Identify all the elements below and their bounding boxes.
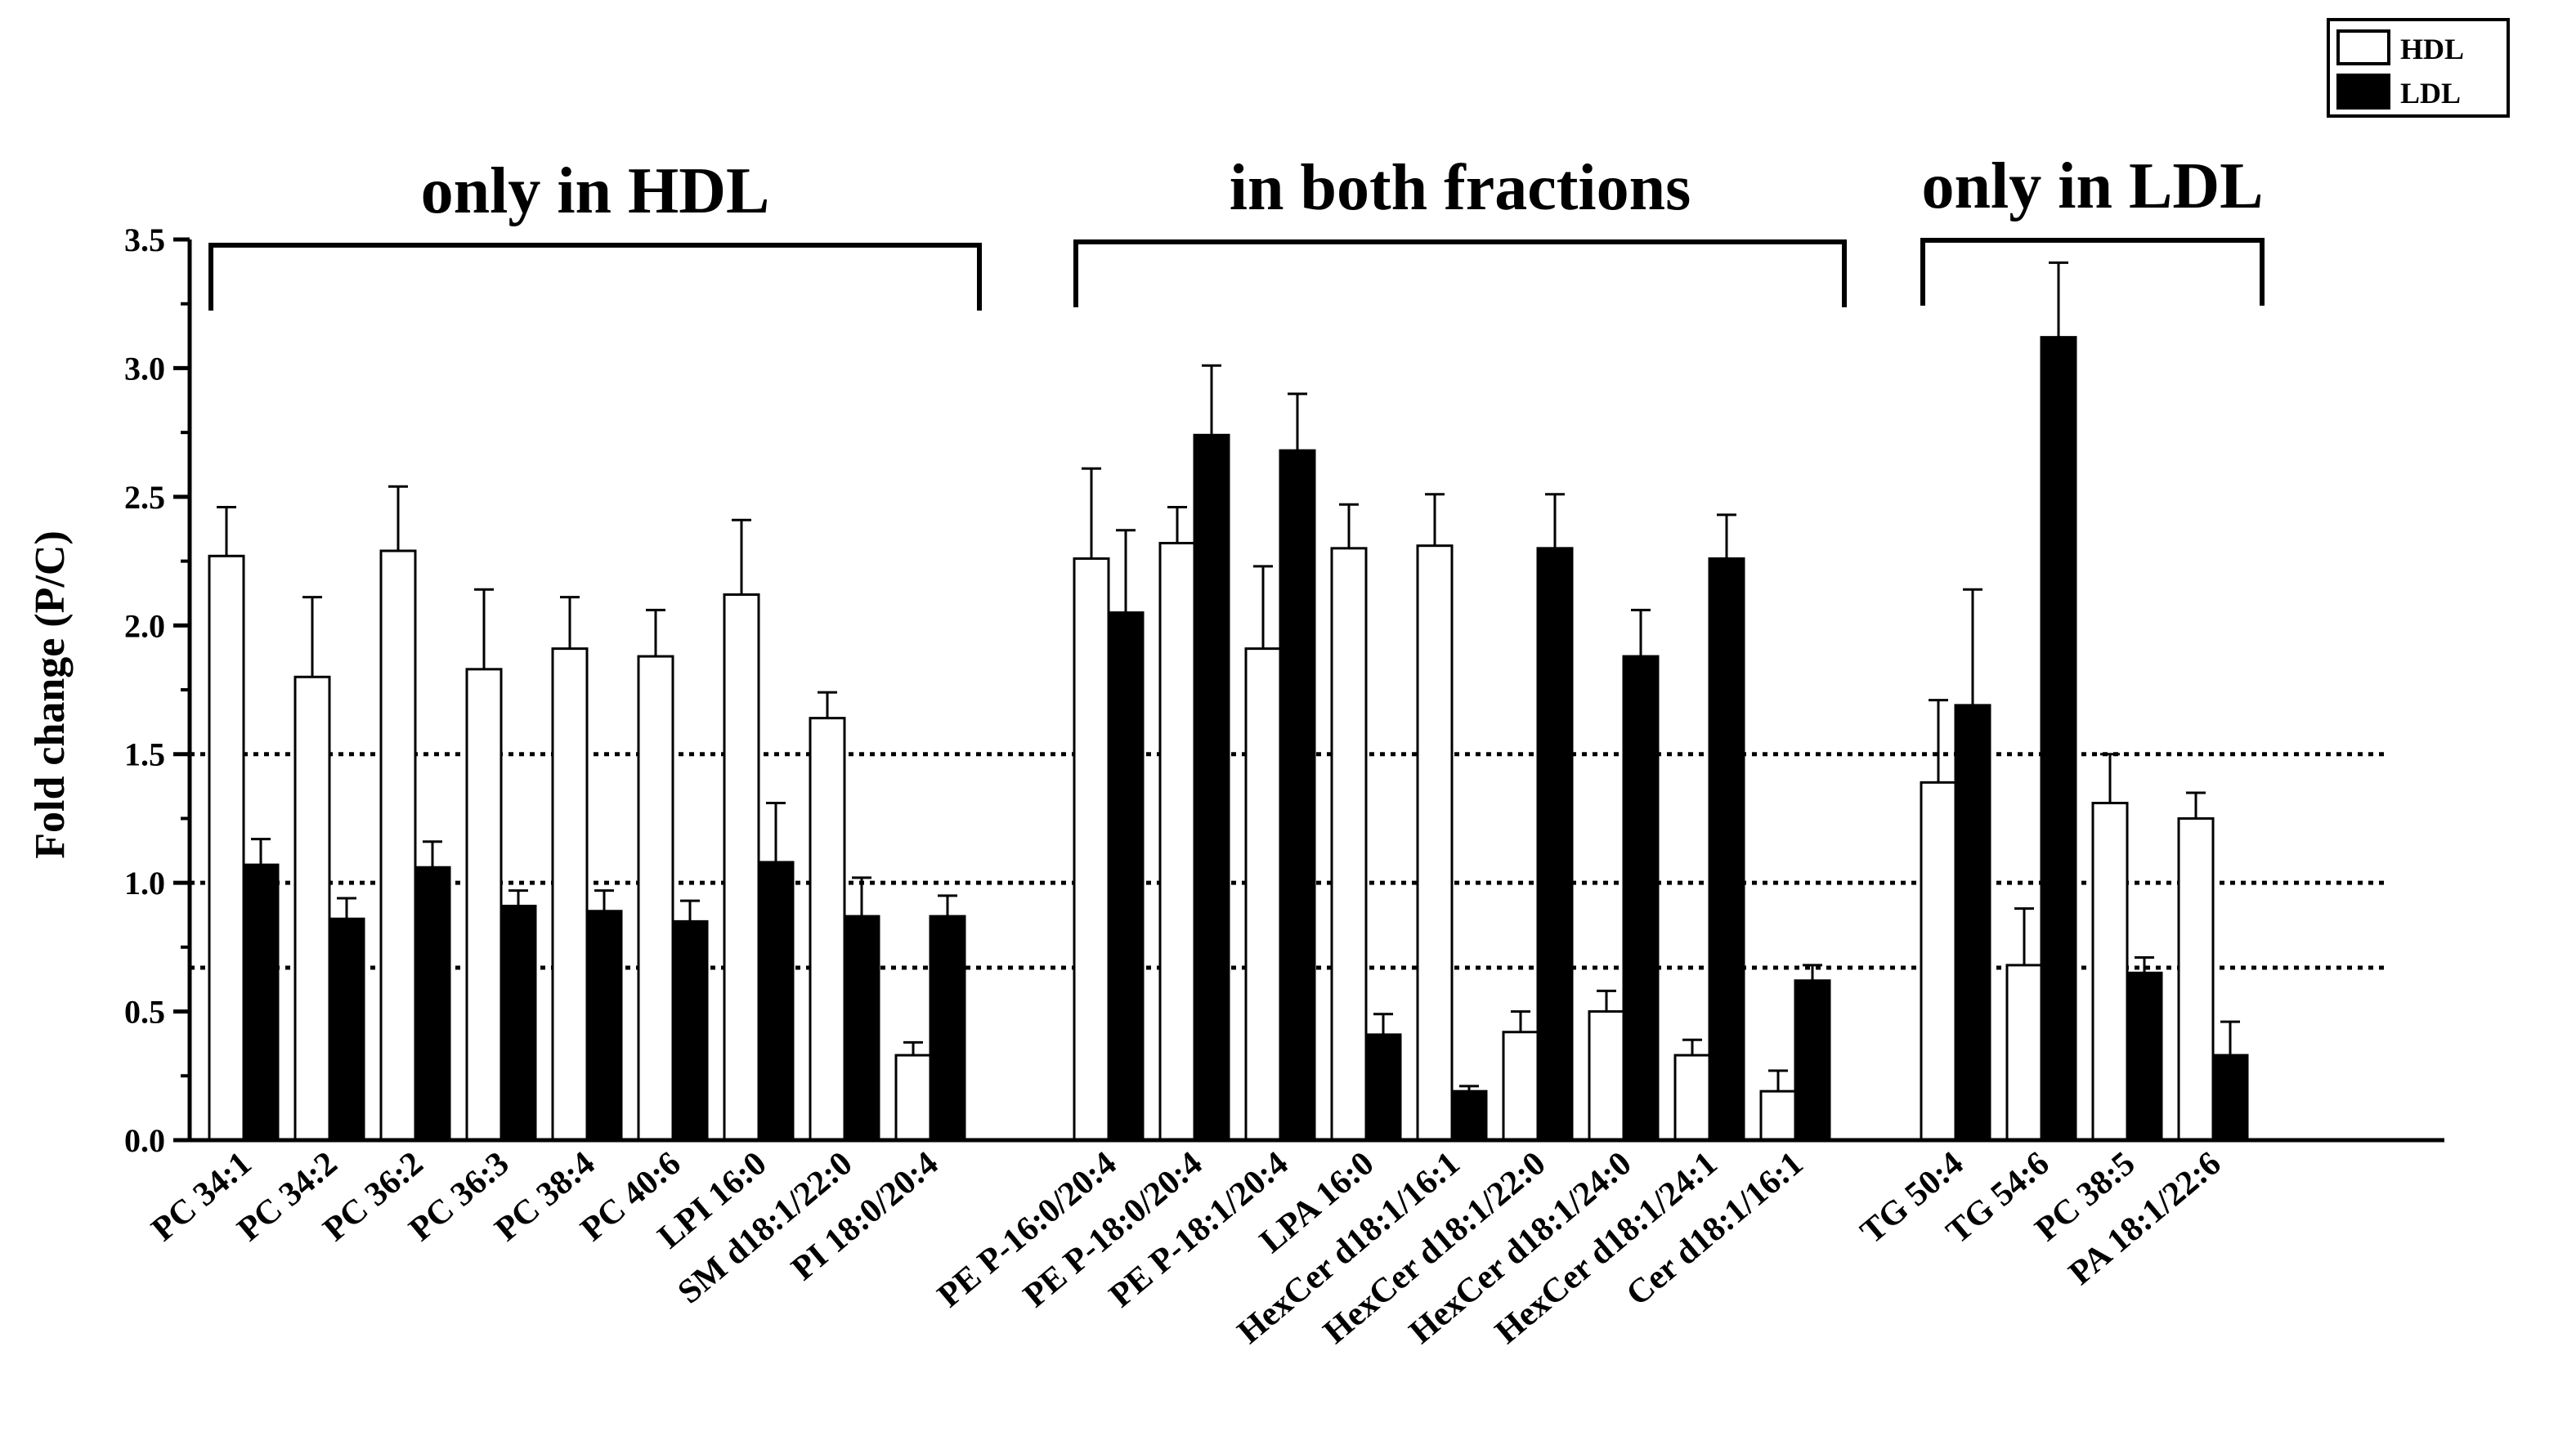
bar-ldl-lpi-16-0: [757, 861, 795, 1142]
bar-ldl-pc-36-2: [414, 866, 451, 1142]
group-brackets: only in HDL in both fractions only in LDL: [208, 150, 2265, 311]
bar-hdl-hexcer-d18-1-24-1: [1673, 1054, 1711, 1142]
bar-hdl-pa-18-1-22-6: [2177, 816, 2215, 1142]
y-tick-label: 3.5: [124, 221, 165, 258]
bar-ldl-hexcer-d18-1-16-1: [1450, 1089, 1488, 1142]
group-bracket-in-both-fractions: [1073, 239, 1847, 307]
legend-label-ldl: LDL: [2400, 77, 2461, 110]
bar-hdl-lpa-16-0: [1330, 547, 1368, 1142]
bar-hdl-pc-38-5: [2091, 802, 2129, 1142]
bar-hdl-pc-40-6: [637, 655, 674, 1142]
bar-ldl-cer-d18-1-16-1: [1794, 979, 1831, 1142]
bar-hdl-hexcer-d18-1-22-0: [1502, 1031, 1539, 1142]
x-tick-labels: PC 34:1PC 34:2PC 36:2PC 36:3PC 38:4PC 40…: [145, 1144, 2228, 1351]
y-tick-label: 1.5: [124, 736, 165, 773]
bar-ldl-pc-34-1: [242, 863, 280, 1142]
bar-hdl-pe-p-18-1-20-4: [1244, 647, 1282, 1142]
bar-ldl-pc-38-4: [585, 910, 623, 1142]
bar-ldl-tg-54-6: [2040, 336, 2077, 1142]
bar-ldl-sm-d18-1-22-0: [843, 915, 880, 1142]
bar-hdl-tg-54-6: [2005, 964, 2043, 1142]
legend: HDL LDL: [2327, 18, 2510, 118]
legend-swatch-ldl: [2336, 74, 2390, 110]
bar-ldl-pc-34-2: [328, 917, 365, 1142]
bar-ldl-lpa-16-0: [1364, 1033, 1402, 1142]
bar-ldl-pc-40-6: [671, 919, 709, 1142]
y-tick-label: 2.5: [124, 479, 165, 516]
bar-hdl-sm-d18-1-22-0: [809, 717, 846, 1142]
bar-hdl-pe-p-16-0-20-4: [1073, 557, 1110, 1142]
group-bracket-only-in-hdl: [208, 243, 982, 311]
bar-hdl-hexcer-d18-1-16-1: [1416, 544, 1454, 1142]
bar-hdl-pc-34-1: [208, 554, 245, 1142]
bar-hdl-tg-50-4: [1920, 781, 1957, 1142]
bar-ldl-hexcer-d18-1-24-0: [1622, 655, 1660, 1142]
legend-swatch-hdl: [2336, 29, 2390, 65]
bar-ldl-pc-38-5: [2126, 971, 2163, 1142]
bar-hdl-hexcer-d18-1-24-0: [1588, 1010, 1625, 1142]
bar-hdl-pc-34-2: [293, 675, 331, 1142]
group-title-only-in-ldl: only in LDL: [1922, 150, 2264, 222]
bar-ldl-pe-p-16-0-20-4: [1107, 611, 1145, 1142]
bar-hdl-cer-d18-1-16-1: [1759, 1089, 1797, 1142]
y-axis-title: Fold change (P/C): [27, 530, 74, 859]
y-tick-label: 0.0: [124, 1122, 165, 1159]
bar-ldl-hexcer-d18-1-24-1: [1708, 557, 1745, 1142]
group-title-only-in-hdl: only in HDL: [421, 155, 770, 227]
bar-ldl-pe-p-18-1-20-4: [1279, 449, 1316, 1142]
bar-ldl-pi-18-0-20-4: [929, 915, 966, 1142]
bar-hdl-pc-38-4: [551, 647, 589, 1142]
bar-hdl-pc-36-3: [465, 668, 503, 1142]
bar-ldl-tg-50-4: [1954, 704, 1991, 1142]
y-tick-label: 3.0: [124, 350, 165, 387]
bar-ldl-pc-36-3: [500, 904, 537, 1142]
bar-ldl-pe-p-18-0-20-4: [1193, 433, 1230, 1142]
bar-hdl-pe-p-18-0-20-4: [1158, 542, 1196, 1142]
y-tick-label: 0.5: [124, 994, 165, 1031]
y-tick-label: 1.0: [124, 865, 165, 901]
bar-ldl-pa-18-1-22-6: [2211, 1054, 2249, 1142]
group-title-in-both-fractions: in both fractions: [1230, 152, 1691, 224]
y-tick-label: 2.0: [124, 607, 165, 644]
bar-ldl-hexcer-d18-1-22-0: [1536, 547, 1574, 1142]
bars-layer: [208, 261, 2249, 1142]
bar-hdl-pc-36-2: [379, 549, 417, 1142]
y-ticks: 0.0 0.5 1.0 1.5 2.0 2.5 3.0 3.5: [124, 221, 190, 1159]
group-bracket-only-in-ldl: [1920, 238, 2265, 306]
legend-label-hdl: HDL: [2400, 33, 2464, 65]
bar-hdl-pi-18-0-20-4: [894, 1054, 932, 1142]
bar-hdl-lpi-16-0: [723, 593, 760, 1142]
